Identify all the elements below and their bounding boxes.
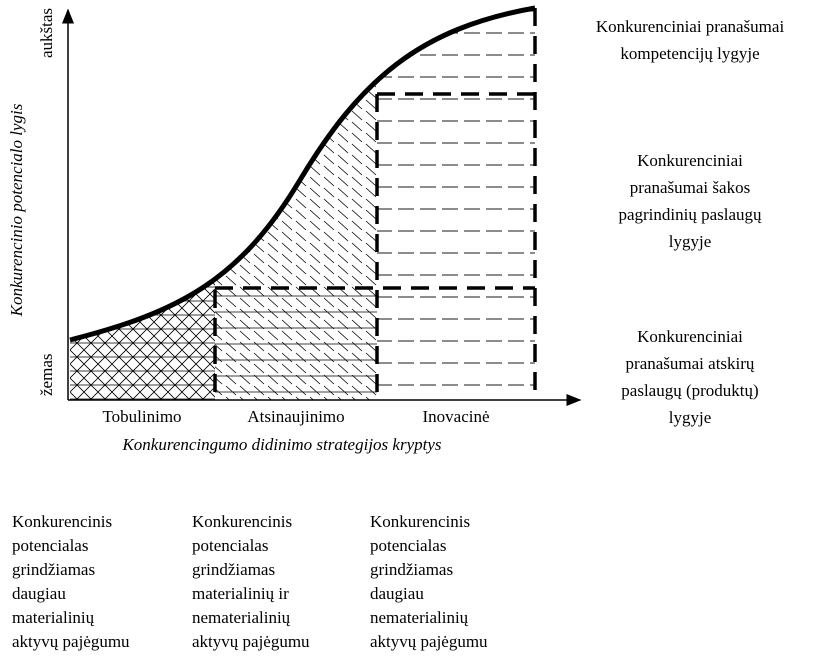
- level-label: pranašumai šakos: [630, 178, 750, 197]
- x-category: Atsinaujinimo: [247, 407, 344, 426]
- level-label: Konkurenciniai: [637, 151, 743, 170]
- y-axis-label: Konkurencinio potencialo lygis: [7, 103, 26, 317]
- column-text: daugiau: [12, 584, 66, 603]
- level-label: paslaugų (produktų): [621, 381, 758, 400]
- y-low: žemas: [37, 354, 56, 396]
- level-label: lygyje: [669, 408, 712, 427]
- hatch: [70, 8, 535, 400]
- column-text: Konkurencinis: [192, 512, 292, 531]
- column-text: nematerialinių: [370, 608, 469, 627]
- level-label: kompetencijų lygyje: [620, 44, 759, 63]
- column-text: potencialas: [12, 536, 88, 555]
- column-text: daugiau: [370, 584, 424, 603]
- dividers: [213, 8, 537, 400]
- column-text: nematerialinių: [192, 608, 291, 627]
- column-text: grindžiamas: [12, 560, 95, 579]
- column-text: materialinių ir: [192, 584, 289, 603]
- column-text: Konkurencinis: [12, 512, 112, 531]
- level-label: Konkurenciniai: [637, 327, 743, 346]
- y-high: aukštas: [37, 8, 56, 58]
- level-label: Konkurenciniai pranašumai: [596, 17, 785, 36]
- column-text: potencialas: [370, 536, 446, 555]
- column-text: grindžiamas: [370, 560, 453, 579]
- column-text: aktyvų pajėgumu: [370, 632, 488, 651]
- column-text: Konkurencinis: [370, 512, 470, 531]
- x-category: Tobulinimo: [102, 407, 181, 426]
- level-label: pranašumai atskirų: [626, 354, 755, 373]
- level-label: pagrindinių paslaugų: [618, 205, 762, 224]
- level-label: lygyje: [669, 232, 712, 251]
- column-text: grindžiamas: [192, 560, 275, 579]
- column-text: potencialas: [192, 536, 268, 555]
- x-category: Inovacinė: [422, 407, 489, 426]
- column-text: materialinių: [12, 608, 95, 627]
- column-text: aktyvų pajėgumu: [12, 632, 130, 651]
- x-axis-label: Konkurencingumo didinimo strategijos kry…: [121, 435, 441, 454]
- column-text: aktyvų pajėgumu: [192, 632, 310, 651]
- curve: [69, 5, 536, 343]
